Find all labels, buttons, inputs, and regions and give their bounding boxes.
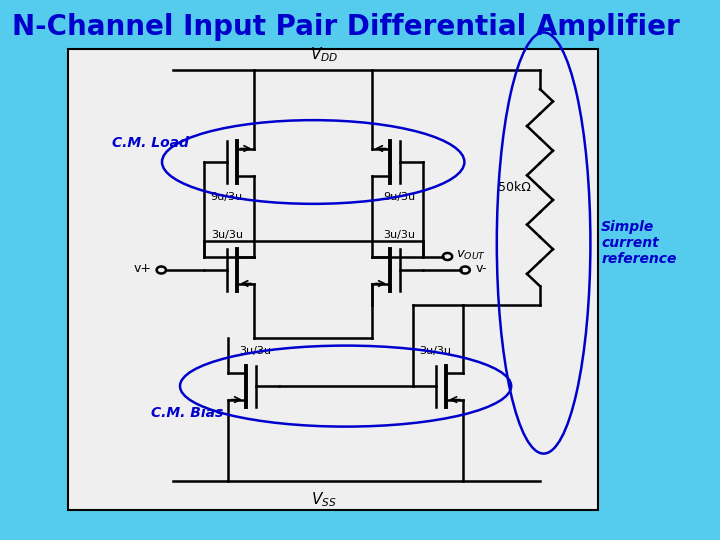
Text: C.M. Load: C.M. Load	[112, 136, 189, 150]
Text: 3u/3u: 3u/3u	[420, 346, 451, 356]
Text: 9u/3u: 9u/3u	[211, 192, 243, 202]
Text: Simple
current
reference: Simple current reference	[601, 220, 677, 266]
Text: v+: v+	[133, 262, 151, 275]
Text: 9u/3u: 9u/3u	[384, 192, 415, 202]
Text: C.M. Bias: C.M. Bias	[151, 406, 223, 420]
Text: $v_{OUT}$: $v_{OUT}$	[456, 249, 486, 262]
Text: N-Channel Input Pair Differential Amplifier: N-Channel Input Pair Differential Amplif…	[12, 13, 680, 41]
Text: 3u/3u: 3u/3u	[240, 346, 271, 356]
Text: 3u/3u: 3u/3u	[384, 230, 415, 240]
Text: $V_{DD}$: $V_{DD}$	[310, 45, 338, 64]
Text: 3u/3u: 3u/3u	[211, 230, 243, 240]
FancyBboxPatch shape	[68, 49, 598, 510]
Text: v-: v-	[475, 262, 487, 275]
Text: 50kΩ: 50kΩ	[498, 181, 531, 194]
Text: $V_{SS}$: $V_{SS}$	[311, 490, 337, 509]
